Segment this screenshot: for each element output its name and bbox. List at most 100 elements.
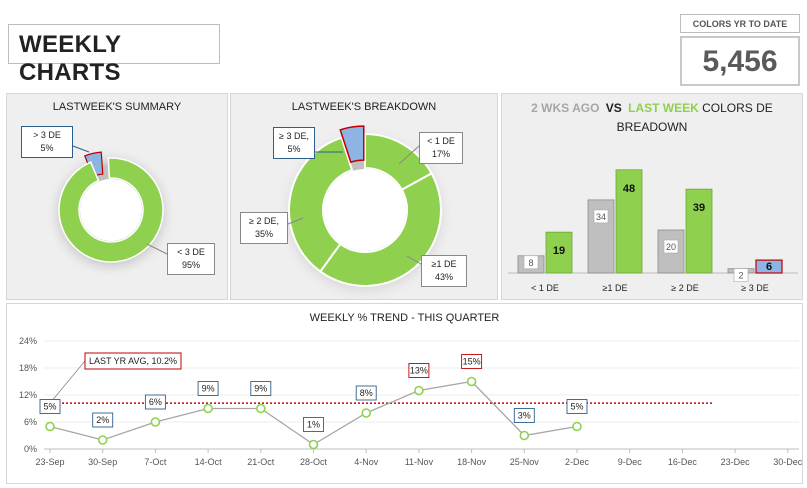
trend-label-box-10 bbox=[566, 399, 588, 414]
comparison-title: 2 WKS AGO VS LAST WEEK COLORS DE BREADOW… bbox=[502, 99, 802, 137]
trend-label-2: 6% bbox=[149, 397, 162, 407]
bar-last-ge1de bbox=[615, 169, 643, 274]
trend-label-box-2 bbox=[144, 394, 166, 410]
trend-xtick-13: 23-Dec bbox=[721, 457, 751, 467]
trend-xtick-2: 7-Oct bbox=[144, 457, 167, 467]
breakdown-callout-2de: ≥ 2 DE, 35% bbox=[240, 212, 288, 244]
bar-category-label-ge1de: ≥1 DE bbox=[603, 283, 628, 293]
breakdown-callout-1de: < 1 DE 17% bbox=[419, 132, 463, 164]
breakdown-callout-3de: ≥ 3 DE, 5% bbox=[273, 127, 315, 159]
summary-callout-large: < 3 DE 95% bbox=[167, 243, 215, 275]
trend-point-10 bbox=[572, 421, 582, 432]
trend-xtick-9: 25-Nov bbox=[510, 457, 540, 467]
summary-panel: LASTWEEK'S SUMMARY > 3 DE 5% < 3 DE 95% bbox=[6, 93, 228, 300]
trend-label-box-6 bbox=[355, 385, 377, 401]
trend-point-2 bbox=[150, 417, 161, 427]
bar-last-ge3de bbox=[755, 259, 783, 274]
summary-callout-small: > 3 DE 5% bbox=[21, 126, 73, 158]
breakdown-slice-ge3de bbox=[339, 125, 365, 164]
summary-donut bbox=[45, 145, 177, 279]
trend-xtick-1: 30-Sep bbox=[88, 457, 117, 467]
comparison-bar-chart: 8 19 < 1 DE 34 48 ≥1 DE 20 39 ≥ 2 DE 2 6 ≥ 3 DE bbox=[508, 169, 798, 293]
bar-prev-label-box-ge2de bbox=[663, 239, 679, 254]
comparison-title-vs: VS bbox=[605, 101, 622, 115]
trend-panel: WEEKLY % TREND - THIS QUARTER 0% 6% 12% 18%… bbox=[6, 303, 803, 484]
trend-point-3 bbox=[203, 403, 213, 414]
trend-reference-label: LAST YR AVG, 10.2% bbox=[89, 356, 177, 366]
bar-last-label-ge3de: 6 bbox=[766, 261, 772, 273]
trend-label-box-3 bbox=[197, 381, 219, 396]
breakdown-panel: LASTWEEK'S BREAKDOWN ≥ 3 DE, 5% < 1 DE 1… bbox=[230, 93, 498, 301]
trend-label-box-4 bbox=[250, 381, 272, 396]
breakdown-leader-1de bbox=[398, 145, 420, 165]
trend-xtick-5: 28-Oct bbox=[300, 457, 328, 467]
bar-last-lt1de bbox=[545, 231, 573, 274]
trend-reference-label-box bbox=[84, 352, 182, 370]
trend-label-box-0 bbox=[39, 399, 61, 414]
trend-label-box-9 bbox=[513, 408, 535, 423]
comparison-panel: 2 WKS AGO VS LAST WEEK COLORS DE BREADOW… bbox=[501, 93, 803, 300]
breakdown-callout-2de-value: 35% bbox=[254, 229, 273, 239]
summary-title: LASTWEEK'S SUMMARY bbox=[52, 101, 182, 113]
trend-ytick-3: 18% bbox=[19, 363, 37, 373]
trend-reference-leader bbox=[49, 360, 86, 404]
trend-point-5 bbox=[308, 439, 319, 450]
breakdown-leader-2de bbox=[287, 217, 304, 225]
breakdown-callout-ge1de-label: ≥1 DE bbox=[431, 259, 457, 269]
bar-prev-ge1de bbox=[587, 199, 615, 274]
trend-ytick-4: 24% bbox=[19, 336, 37, 346]
trend-point-0 bbox=[45, 421, 55, 432]
summary-callout-small-label: > 3 DE bbox=[33, 130, 61, 140]
bar-prev-label-box-ge3de bbox=[733, 268, 749, 282]
trend-ytick-2: 12% bbox=[19, 390, 37, 400]
trend-xtick-10: 2-Dec bbox=[565, 457, 590, 467]
bar-last-label-ge2de: 39 bbox=[693, 202, 705, 214]
trend-xtick-14: 30-Dec bbox=[773, 457, 803, 467]
breakdown-callout-3de-label: ≥ 3 DE, bbox=[279, 131, 309, 141]
bar-prev-label-ge2de: 20 bbox=[666, 242, 676, 252]
summary-leader-small bbox=[72, 145, 90, 153]
summary-callout-large-label: < 3 DE bbox=[177, 247, 205, 257]
bar-last-ge2de bbox=[685, 188, 713, 274]
ytd-label: COLORS YR TO DATE bbox=[680, 14, 800, 33]
trend-label-7: 13% bbox=[410, 366, 428, 376]
bar-prev-label-ge1de: 34 bbox=[596, 212, 606, 222]
bar-last-label-ge1de: 48 bbox=[623, 183, 635, 195]
trend-point-4 bbox=[256, 403, 266, 414]
trend-xtick-3: 14-Oct bbox=[195, 457, 223, 467]
breakdown-title: LASTWEEK'S BREAKDOWN bbox=[291, 101, 437, 113]
comparison-title-last: LAST WEEK bbox=[628, 101, 699, 115]
trend-label-box-7 bbox=[408, 363, 430, 378]
trend-label-6: 8% bbox=[360, 388, 373, 398]
summary-leader-large bbox=[146, 243, 168, 255]
bar-prev-label-box-lt1de bbox=[523, 255, 539, 270]
trend-xtick-7: 11-Nov bbox=[405, 457, 434, 467]
trend-label-5: 1% bbox=[307, 420, 320, 430]
trend-point-8 bbox=[466, 376, 477, 387]
trend-ytick-1: 6% bbox=[24, 417, 37, 427]
summary-slice-lt3de bbox=[58, 157, 164, 263]
trend-label-box-5 bbox=[303, 417, 324, 432]
dashboard-title: WEEKLY CHARTS bbox=[19, 31, 121, 86]
bar-category-label-ge2de: ≥ 2 DE bbox=[671, 283, 698, 293]
trend-point-9 bbox=[519, 430, 530, 441]
trend-label-1: 2% bbox=[96, 415, 109, 425]
trend-label-10: 5% bbox=[570, 402, 583, 412]
breakdown-callout-2de-label: ≥ 2 DE, bbox=[249, 216, 279, 226]
bar-prev-label-ge3de: 2 bbox=[738, 271, 743, 281]
bar-category-label-ge3de: ≥ 3 DE bbox=[741, 283, 768, 293]
breakdown-callout-1de-label: < 1 DE bbox=[427, 136, 455, 146]
bar-last-label-lt1de: 19 bbox=[553, 245, 565, 257]
breakdown-slice-ge2de bbox=[288, 136, 354, 273]
ytd-value: 5,456 bbox=[680, 36, 800, 86]
trend-label-0: 5% bbox=[43, 402, 56, 412]
breakdown-donut-hole bbox=[324, 169, 406, 251]
trend-label-box-8 bbox=[461, 354, 483, 369]
trend-xtick-11: 9-Dec bbox=[618, 457, 643, 467]
summary-callout-small-value: 5% bbox=[40, 143, 54, 153]
trend-xtick-4: 21-Oct bbox=[247, 457, 275, 467]
breakdown-callout-3de-value: 5% bbox=[287, 144, 301, 154]
trend-ytick-0: 0% bbox=[24, 444, 37, 454]
breakdown-leader-ge1de bbox=[406, 255, 422, 265]
trend-label-9: 3% bbox=[518, 411, 531, 421]
